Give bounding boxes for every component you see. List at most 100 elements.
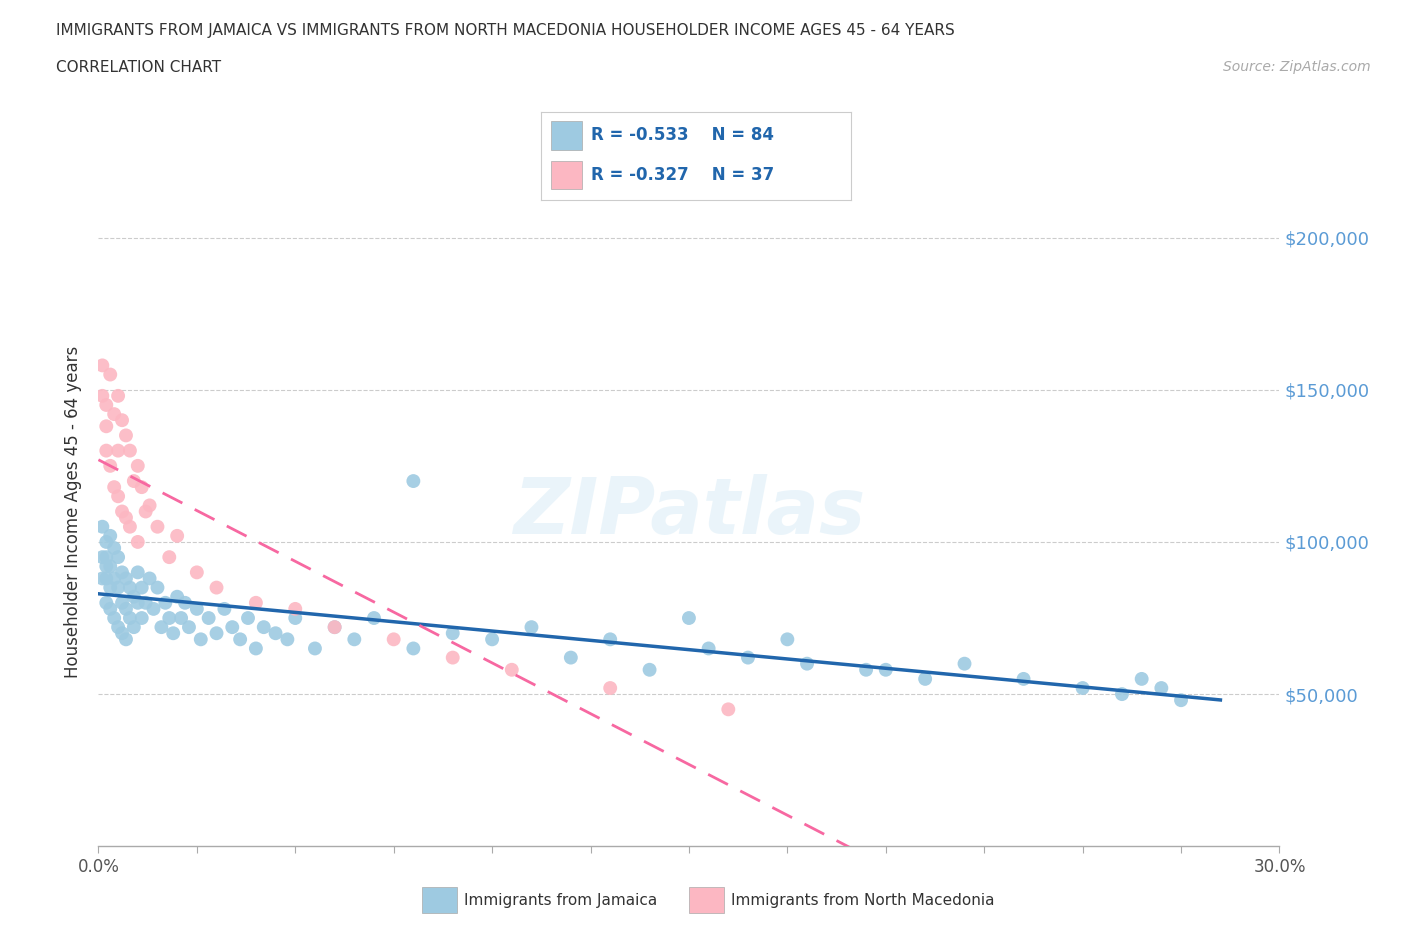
Point — [520, 619, 543, 634]
Point — [115, 631, 138, 646]
Point — [118, 611, 141, 626]
Point — [276, 631, 298, 646]
Point — [560, 650, 582, 665]
Point — [146, 519, 169, 534]
Point — [96, 535, 118, 550]
Point — [441, 650, 464, 665]
Text: Immigrants from North Macedonia: Immigrants from North Macedonia — [731, 893, 994, 908]
Point — [103, 611, 125, 626]
Point — [205, 626, 228, 641]
Point — [323, 619, 346, 634]
Point — [118, 580, 141, 595]
Point — [214, 602, 236, 617]
Point — [138, 571, 160, 586]
Point — [599, 631, 621, 646]
Point — [166, 528, 188, 543]
Text: R = -0.327    N = 37: R = -0.327 N = 37 — [591, 166, 775, 184]
Point — [599, 681, 621, 696]
Point — [264, 626, 287, 641]
Point — [402, 473, 425, 488]
Point — [118, 444, 141, 458]
Point — [91, 550, 114, 565]
Point — [131, 580, 153, 595]
Point — [103, 406, 125, 421]
Point — [98, 602, 121, 617]
Point — [697, 641, 720, 656]
Point — [382, 631, 405, 646]
Text: ZIPatlas: ZIPatlas — [513, 473, 865, 550]
Text: R = -0.533    N = 84: R = -0.533 N = 84 — [591, 126, 773, 144]
Point — [481, 631, 503, 646]
Point — [96, 444, 118, 458]
Point — [1170, 693, 1192, 708]
Point — [103, 480, 125, 495]
Point — [501, 662, 523, 677]
Point — [98, 559, 121, 574]
Point — [363, 611, 385, 626]
Point — [855, 662, 877, 677]
Point — [1150, 681, 1173, 696]
Point — [245, 595, 267, 610]
Point — [402, 641, 425, 656]
Point — [1111, 686, 1133, 701]
Point — [91, 389, 114, 404]
Point — [142, 602, 165, 617]
Point — [155, 595, 177, 610]
Point — [107, 389, 129, 404]
Point — [678, 611, 700, 626]
Point — [197, 611, 219, 626]
Point — [717, 702, 740, 717]
Text: Source: ZipAtlas.com: Source: ZipAtlas.com — [1223, 60, 1371, 74]
Point — [157, 550, 180, 565]
Point — [284, 611, 307, 626]
Point — [875, 662, 897, 677]
Point — [98, 367, 121, 382]
Point — [111, 504, 134, 519]
Point — [96, 550, 118, 565]
Point — [96, 397, 118, 412]
Point — [91, 519, 114, 534]
Y-axis label: Householder Income Ages 45 - 64 years: Householder Income Ages 45 - 64 years — [65, 345, 83, 678]
Point — [91, 358, 114, 373]
Point — [177, 619, 200, 634]
Point — [245, 641, 267, 656]
Point — [107, 550, 129, 565]
Point — [186, 602, 208, 617]
Point — [111, 626, 134, 641]
Point — [115, 602, 138, 617]
Point — [111, 595, 134, 610]
Point — [150, 619, 173, 634]
Point — [122, 473, 145, 488]
Point — [914, 671, 936, 686]
Point — [115, 571, 138, 586]
Text: IMMIGRANTS FROM JAMAICA VS IMMIGRANTS FROM NORTH MACEDONIA HOUSEHOLDER INCOME AG: IMMIGRANTS FROM JAMAICA VS IMMIGRANTS FR… — [56, 23, 955, 38]
Point — [115, 511, 138, 525]
Point — [146, 580, 169, 595]
Point — [107, 580, 129, 595]
Point — [118, 519, 141, 534]
Point — [107, 619, 129, 634]
Point — [776, 631, 799, 646]
Point — [1071, 681, 1094, 696]
FancyBboxPatch shape — [551, 121, 582, 150]
Point — [1012, 671, 1035, 686]
Point — [131, 480, 153, 495]
Point — [157, 611, 180, 626]
Point — [103, 571, 125, 586]
Point — [127, 565, 149, 579]
Point — [186, 565, 208, 579]
Point — [122, 590, 145, 604]
Point — [236, 611, 259, 626]
Point — [190, 631, 212, 646]
Text: Immigrants from Jamaica: Immigrants from Jamaica — [464, 893, 657, 908]
Point — [111, 413, 134, 428]
Point — [91, 571, 114, 586]
Point — [96, 559, 118, 574]
Point — [135, 595, 157, 610]
Point — [111, 565, 134, 579]
Point — [107, 444, 129, 458]
Point — [115, 428, 138, 443]
Point — [284, 602, 307, 617]
Point — [127, 535, 149, 550]
Point — [174, 595, 197, 610]
